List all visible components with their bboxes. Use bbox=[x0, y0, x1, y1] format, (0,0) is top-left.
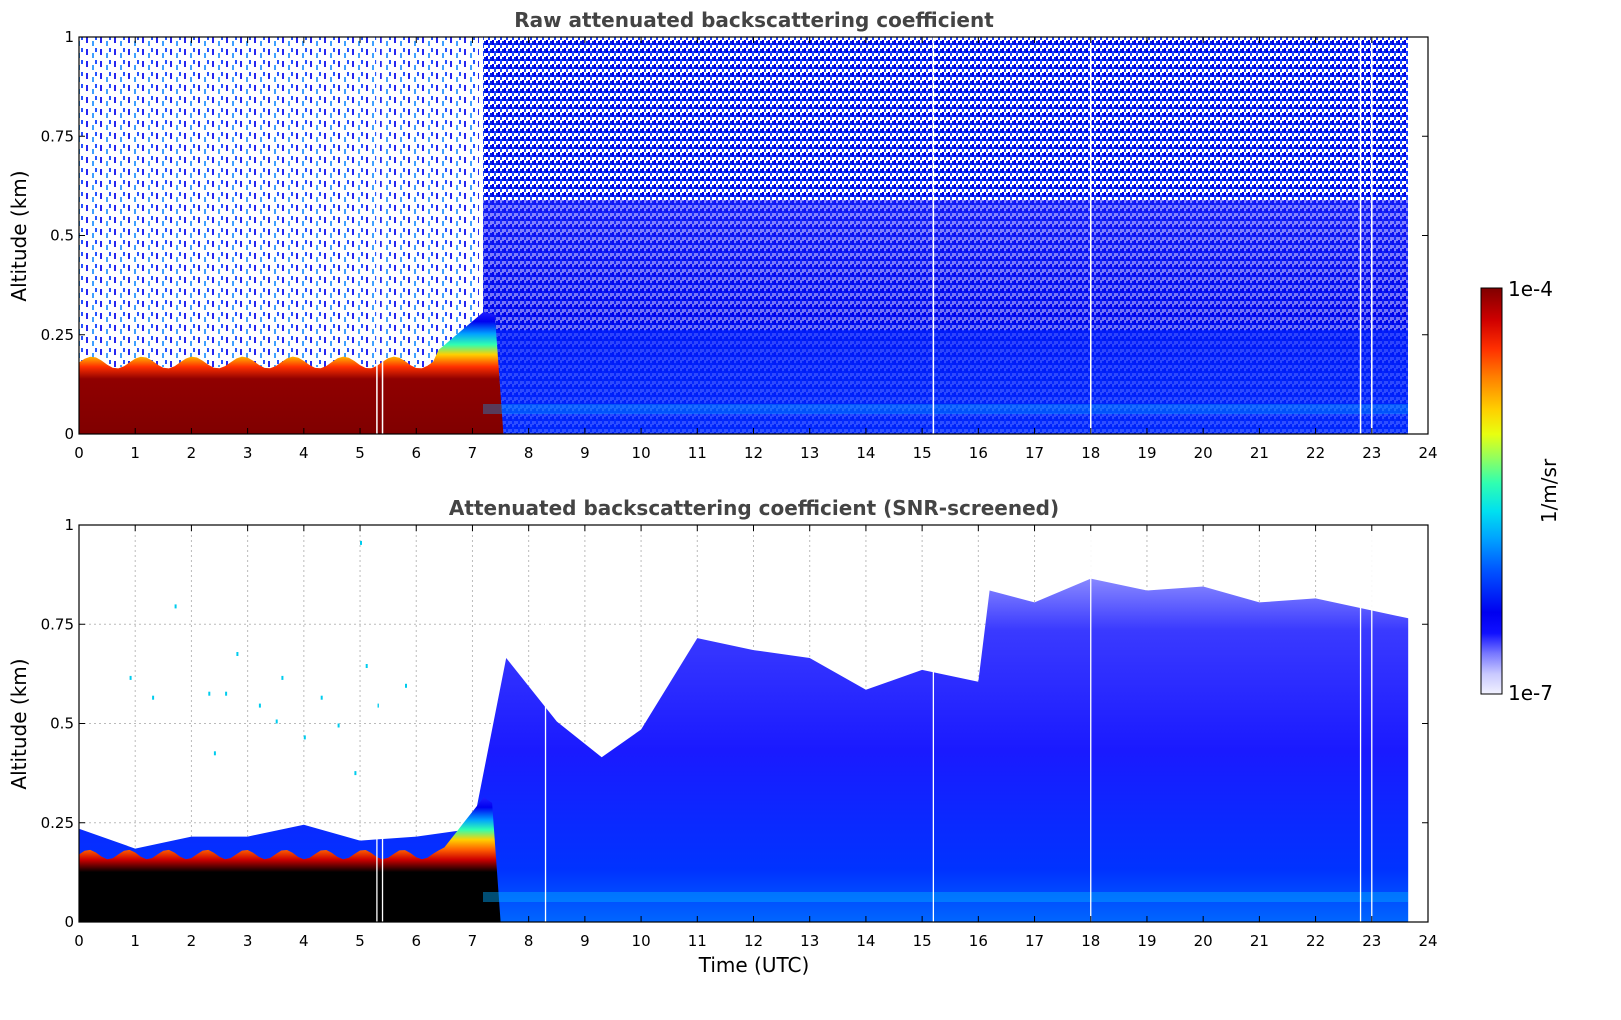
x-tick-label: 22 bbox=[1306, 444, 1325, 462]
x-tick-label: 4 bbox=[299, 444, 309, 462]
data-speck bbox=[365, 664, 368, 668]
data-speck bbox=[376, 703, 379, 708]
colorbar-unit-label: 1/m/sr bbox=[1537, 458, 1561, 523]
x-tick-label: 10 bbox=[632, 932, 651, 950]
data-speck bbox=[275, 719, 278, 724]
x-tick-label: 8 bbox=[524, 444, 534, 462]
x-tick-label: 17 bbox=[1025, 444, 1044, 462]
x-tick-label: 0 bbox=[74, 932, 84, 950]
x-tick-label: 6 bbox=[411, 444, 421, 462]
x-tick-label: 22 bbox=[1306, 932, 1325, 950]
x-tick-label: 13 bbox=[800, 932, 819, 950]
raw-backscatter-panel: Raw attenuated backscattering coefficien… bbox=[7, 8, 1438, 462]
x-tick-label: 4 bbox=[299, 932, 309, 950]
snr-screened-backscatter-panel: Attenuated backscattering coefficient (S… bbox=[7, 496, 1438, 977]
y-axis-label: Altitude (km) bbox=[7, 170, 31, 301]
x-tick-label: 24 bbox=[1418, 444, 1437, 462]
colorbar-min-label: 1e-7 bbox=[1508, 681, 1553, 705]
y-tick-label: 0.5 bbox=[50, 715, 74, 733]
x-tick-label: 11 bbox=[688, 444, 707, 462]
x-ticks: 0 1 2 3 4 5 6 7 8 9 10 11 12 13 14 15 16 17 18 19 20 21 22 23 24 bbox=[74, 37, 1438, 462]
data-speck bbox=[213, 751, 216, 756]
x-tick-label: 6 bbox=[411, 932, 421, 950]
y-tick-label: 0 bbox=[64, 913, 74, 931]
x-tick-label: 8 bbox=[524, 932, 534, 950]
colorbar-max-label: 1e-4 bbox=[1508, 277, 1553, 301]
x-tick-label: 12 bbox=[744, 932, 763, 950]
y-tick-label: 0.25 bbox=[41, 814, 74, 832]
x-tick-label: 18 bbox=[1081, 932, 1100, 950]
x-tick-label: 14 bbox=[856, 444, 875, 462]
x-tick-label: 15 bbox=[913, 444, 932, 462]
data-speck bbox=[174, 604, 177, 609]
data-speck bbox=[258, 703, 261, 708]
x-tick-label: 7 bbox=[468, 932, 478, 950]
heatmap-image bbox=[79, 37, 1428, 434]
x-tick-label: 15 bbox=[913, 932, 932, 950]
data-speck bbox=[320, 695, 323, 700]
y-tick-label: 0.25 bbox=[41, 326, 74, 344]
x-tick-label: 20 bbox=[1194, 932, 1213, 950]
x-tick-label: 16 bbox=[969, 444, 988, 462]
y-axis-label: Altitude (km) bbox=[7, 658, 31, 789]
y-tick-label: 0.75 bbox=[41, 127, 74, 145]
x-tick-label: 21 bbox=[1250, 932, 1269, 950]
x-tick-label: 23 bbox=[1362, 444, 1381, 462]
y-ticks: 0 0.25 0.5 0.75 1 bbox=[41, 28, 1428, 443]
data-speck bbox=[225, 691, 228, 696]
colorbar: 1e-4 1e-7 1/m/sr bbox=[1480, 277, 1561, 705]
x-tick-label: 5 bbox=[355, 932, 365, 950]
data-speck bbox=[281, 675, 284, 680]
x-tick-label: 20 bbox=[1194, 444, 1213, 462]
y-tick-label: 1 bbox=[64, 28, 74, 46]
x-tick-label: 1 bbox=[130, 932, 140, 950]
y-tick-label: 0.5 bbox=[50, 227, 74, 245]
x-tick-label: 9 bbox=[580, 932, 590, 950]
y-tick-label: 1 bbox=[64, 516, 74, 534]
x-tick-label: 19 bbox=[1137, 444, 1156, 462]
data-speck bbox=[129, 675, 132, 680]
x-axis-label: Time (UTC) bbox=[698, 953, 810, 977]
panel-title: Attenuated backscattering coefficient (S… bbox=[449, 496, 1059, 520]
y-tick-label: 0 bbox=[64, 425, 74, 443]
x-tick-label: 19 bbox=[1137, 932, 1156, 950]
colorbar-gradient bbox=[1480, 287, 1503, 695]
x-tick-label: 23 bbox=[1362, 932, 1381, 950]
x-tick-label: 5 bbox=[355, 444, 365, 462]
data-speck bbox=[354, 771, 357, 776]
y-tick-label: 0.75 bbox=[41, 615, 74, 633]
x-ticks: 0 1 2 3 4 5 6 7 8 9 10 11 12 13 14 15 16 17 18 19 20 21 22 23 24 bbox=[74, 525, 1438, 950]
x-tick-label: 2 bbox=[187, 932, 197, 950]
data-speck bbox=[236, 652, 239, 656]
x-tick-label: 2 bbox=[187, 444, 197, 462]
x-tick-label: 12 bbox=[744, 444, 763, 462]
data-speck bbox=[405, 683, 407, 688]
data-speck bbox=[337, 723, 340, 728]
x-tick-label: 9 bbox=[580, 444, 590, 462]
data-speck bbox=[303, 735, 306, 740]
x-tick-label: 13 bbox=[800, 444, 819, 462]
x-tick-label: 1 bbox=[130, 444, 140, 462]
x-tick-label: 10 bbox=[632, 444, 651, 462]
x-tick-label: 16 bbox=[969, 932, 988, 950]
x-tick-label: 24 bbox=[1418, 932, 1437, 950]
heatmap-image bbox=[79, 525, 1428, 922]
x-tick-label: 11 bbox=[688, 932, 707, 950]
data-speck bbox=[208, 691, 211, 696]
x-tick-label: 17 bbox=[1025, 932, 1044, 950]
x-tick-label: 3 bbox=[243, 932, 253, 950]
x-tick-label: 3 bbox=[243, 444, 253, 462]
x-tick-label: 14 bbox=[856, 932, 875, 950]
data-speck bbox=[360, 540, 362, 545]
data-speck bbox=[152, 695, 155, 700]
x-tick-label: 18 bbox=[1081, 444, 1100, 462]
x-tick-label: 0 bbox=[74, 444, 84, 462]
x-tick-label: 7 bbox=[468, 444, 478, 462]
x-tick-label: 21 bbox=[1250, 444, 1269, 462]
panel-title: Raw attenuated backscattering coefficien… bbox=[514, 8, 994, 32]
y-ticks: 0 0.25 0.5 0.75 1 bbox=[41, 516, 1428, 931]
